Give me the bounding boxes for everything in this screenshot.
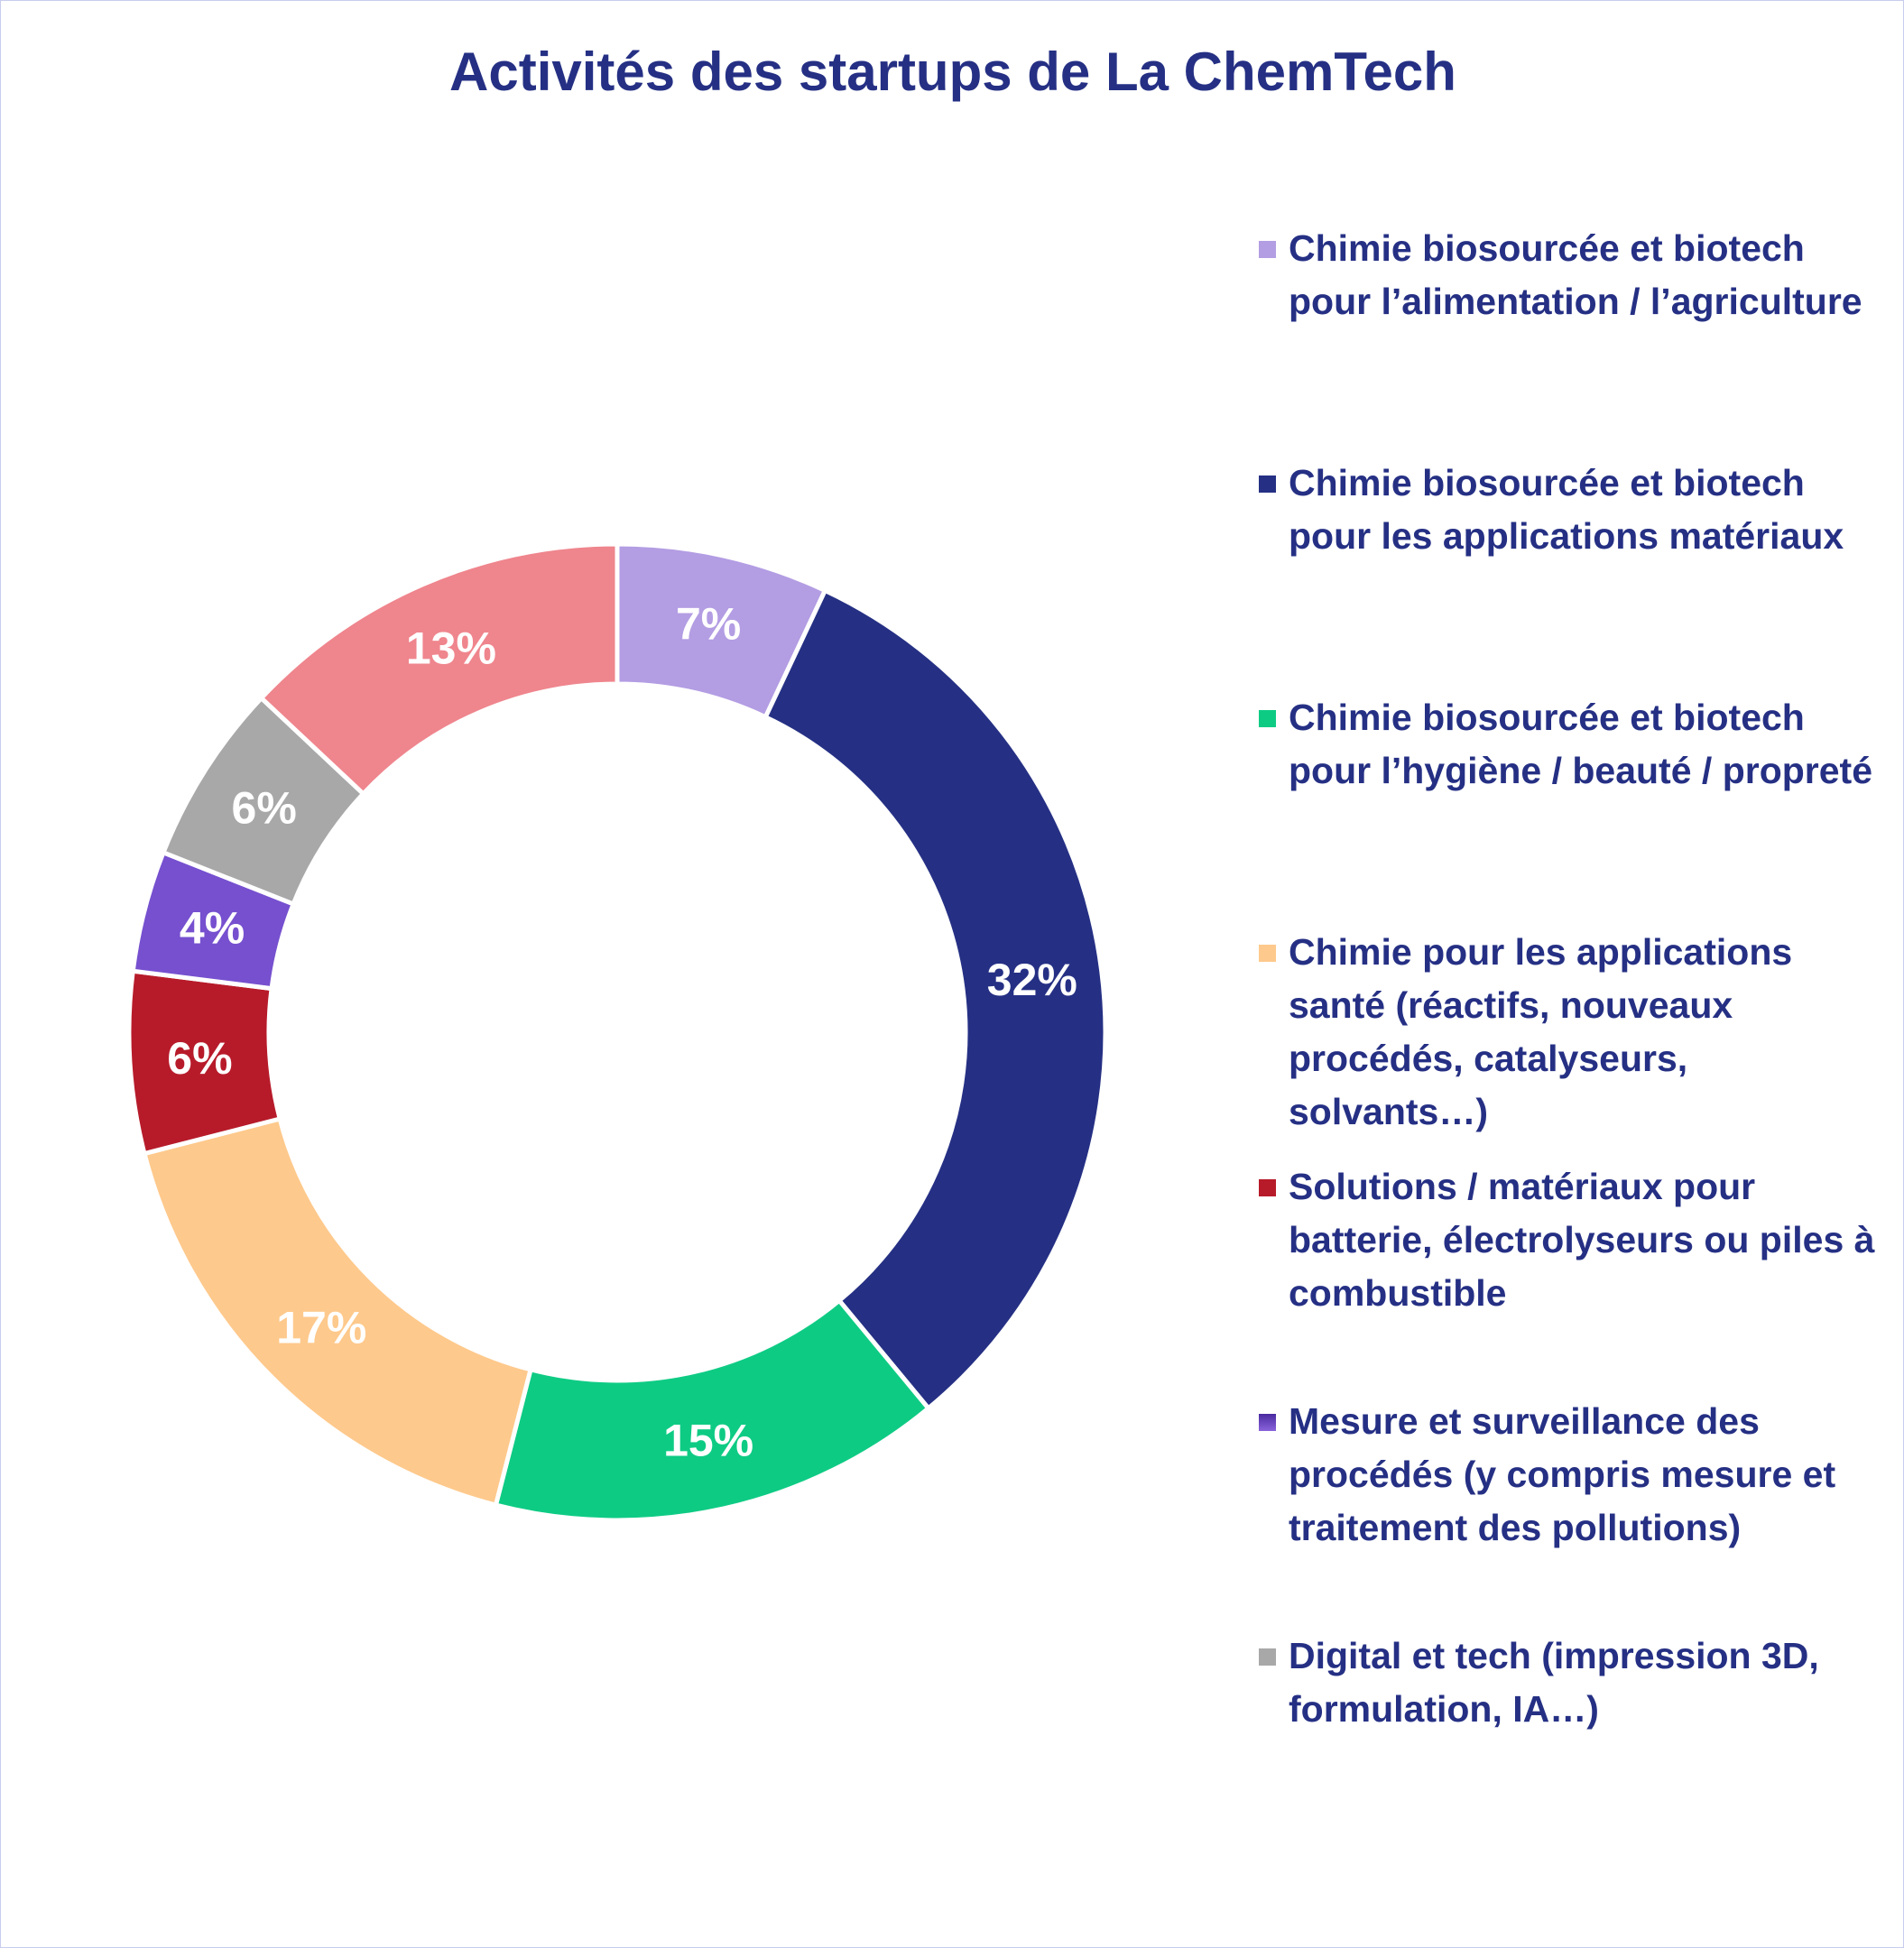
legend-label: Digital et tech (impression 3D, formulat… <box>1289 1635 1819 1730</box>
donut-slice-7 <box>258 541 620 798</box>
data-label: 7% <box>676 599 741 650</box>
legend-swatch <box>1259 945 1276 962</box>
legend-swatch <box>1259 710 1276 727</box>
legend-label: Chimie biosourcée et biotech pour l’hygi… <box>1289 697 1872 791</box>
legend-swatch <box>1259 1179 1276 1196</box>
data-label: 6% <box>232 783 297 834</box>
legend-swatch <box>1259 475 1276 493</box>
donut-slice-1 <box>763 587 1108 1412</box>
data-label: 32% <box>987 955 1077 1005</box>
legend-label: Chimie biosourcée et biotech pour l’alim… <box>1289 227 1862 322</box>
legend-swatch <box>1259 241 1276 258</box>
legend-label: Chimie biosourcée et biotech pour les ap… <box>1289 462 1844 557</box>
donut-slice-2 <box>493 1297 932 1523</box>
legend-label: Chimie pour les applications santé (réac… <box>1289 931 1793 1132</box>
legend-swatch <box>1259 1414 1276 1431</box>
data-label: 17% <box>276 1303 366 1353</box>
data-label: 6% <box>167 1033 232 1084</box>
data-label: 4% <box>180 903 245 954</box>
donut-chart: 7% 32% 15% 17% 6% 4% 6% 13% <box>126 541 1108 1523</box>
data-label: 13% <box>406 623 496 674</box>
chart-title: Activités des startups de La ChemTech <box>449 42 1456 102</box>
legend-label: Solutions / matériaux pour batterie, éle… <box>1289 1166 1875 1314</box>
data-label: 15% <box>663 1415 753 1465</box>
legend-swatch <box>1259 1648 1276 1666</box>
legend-label: Mesure et surveillance des procédés (y c… <box>1289 1400 1836 1548</box>
